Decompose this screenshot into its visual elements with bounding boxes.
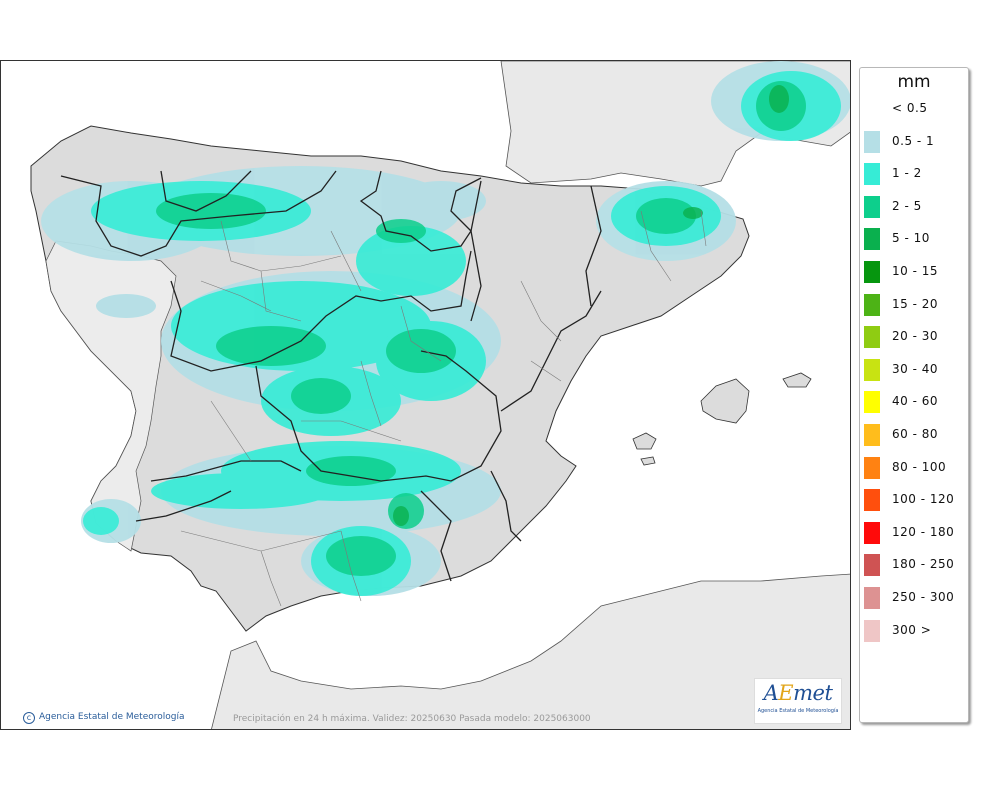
portugal — [45, 240, 177, 552]
precipitation-map: c Agencia Estatal de Meteorología Precipi… — [0, 60, 851, 730]
ibiza — [632, 432, 657, 450]
legend-label: 0.5 - 1 — [892, 133, 935, 148]
legend-label: 250 - 300 — [892, 590, 955, 604]
legend-swatch — [864, 391, 880, 414]
legend-swatch — [864, 261, 880, 283]
legend-swatch — [864, 195, 880, 218]
copyright-icon: c — [23, 712, 35, 724]
legend-label: 80 - 100 — [892, 459, 947, 474]
legend-label: 100 - 120 — [892, 492, 955, 507]
legend-label: 120 - 180 — [892, 524, 955, 539]
map-caption: Precipitación en 24 h máxima. Validez: 2… — [233, 714, 591, 724]
region-borders — [60, 170, 602, 582]
legend-swatch — [864, 358, 880, 381]
legend-label: 180 - 250 — [892, 557, 955, 572]
precipitation-legend: mm < 0.5 0.5 - 1 1 - 2 2 - 5 5 - 10 10 - 15 15… — [859, 67, 969, 723]
legend-swatch — [864, 130, 880, 153]
aemet-logo-wordmark: AEmet — [763, 681, 833, 705]
legend-label: 40 - 60 — [892, 394, 938, 409]
legend-label: < 0.5 — [892, 101, 928, 115]
legend-label: 300 > — [892, 622, 932, 637]
menorca — [782, 372, 812, 388]
copyright-text: Agencia Estatal de Meteorología — [39, 712, 185, 722]
legend-swatch — [864, 554, 880, 577]
legend-swatch — [864, 456, 880, 479]
map-canvas — [1, 61, 850, 729]
province-borders — [180, 210, 707, 607]
legend-swatch — [864, 587, 880, 609]
precip-layer-5-10 — [393, 85, 789, 526]
legend-label: 1 - 2 — [892, 166, 922, 181]
aemet-logo-subtext: Agencia Estatal de Meteorología — [757, 708, 839, 714]
legend-swatch — [864, 326, 880, 349]
legend-swatch — [864, 521, 880, 544]
legend-label: 20 - 30 — [892, 329, 938, 344]
copyright-notice: c Agencia Estatal de Meteorología — [23, 712, 185, 724]
legend-swatch — [864, 424, 880, 446]
mallorca — [700, 378, 750, 424]
legend-swatch — [864, 228, 880, 251]
legend-swatch — [864, 489, 880, 512]
legend-label: 60 - 80 — [892, 427, 938, 441]
legend-label: 15 - 20 — [892, 296, 938, 311]
legend-label: 5 - 10 — [892, 231, 930, 246]
legend-label: 30 - 40 — [892, 361, 938, 376]
north-africa — [211, 573, 850, 729]
legend-swatch — [864, 163, 880, 186]
legend-swatch — [864, 619, 880, 642]
formentera — [640, 456, 656, 466]
legend-swatch — [864, 293, 880, 316]
legend-label: 2 - 5 — [892, 198, 922, 213]
aemet-logo: AEmet Agencia Estatal de Meteorología — [754, 678, 842, 724]
legend-label: 10 - 15 — [892, 264, 938, 278]
legend-title: mm — [897, 72, 931, 92]
